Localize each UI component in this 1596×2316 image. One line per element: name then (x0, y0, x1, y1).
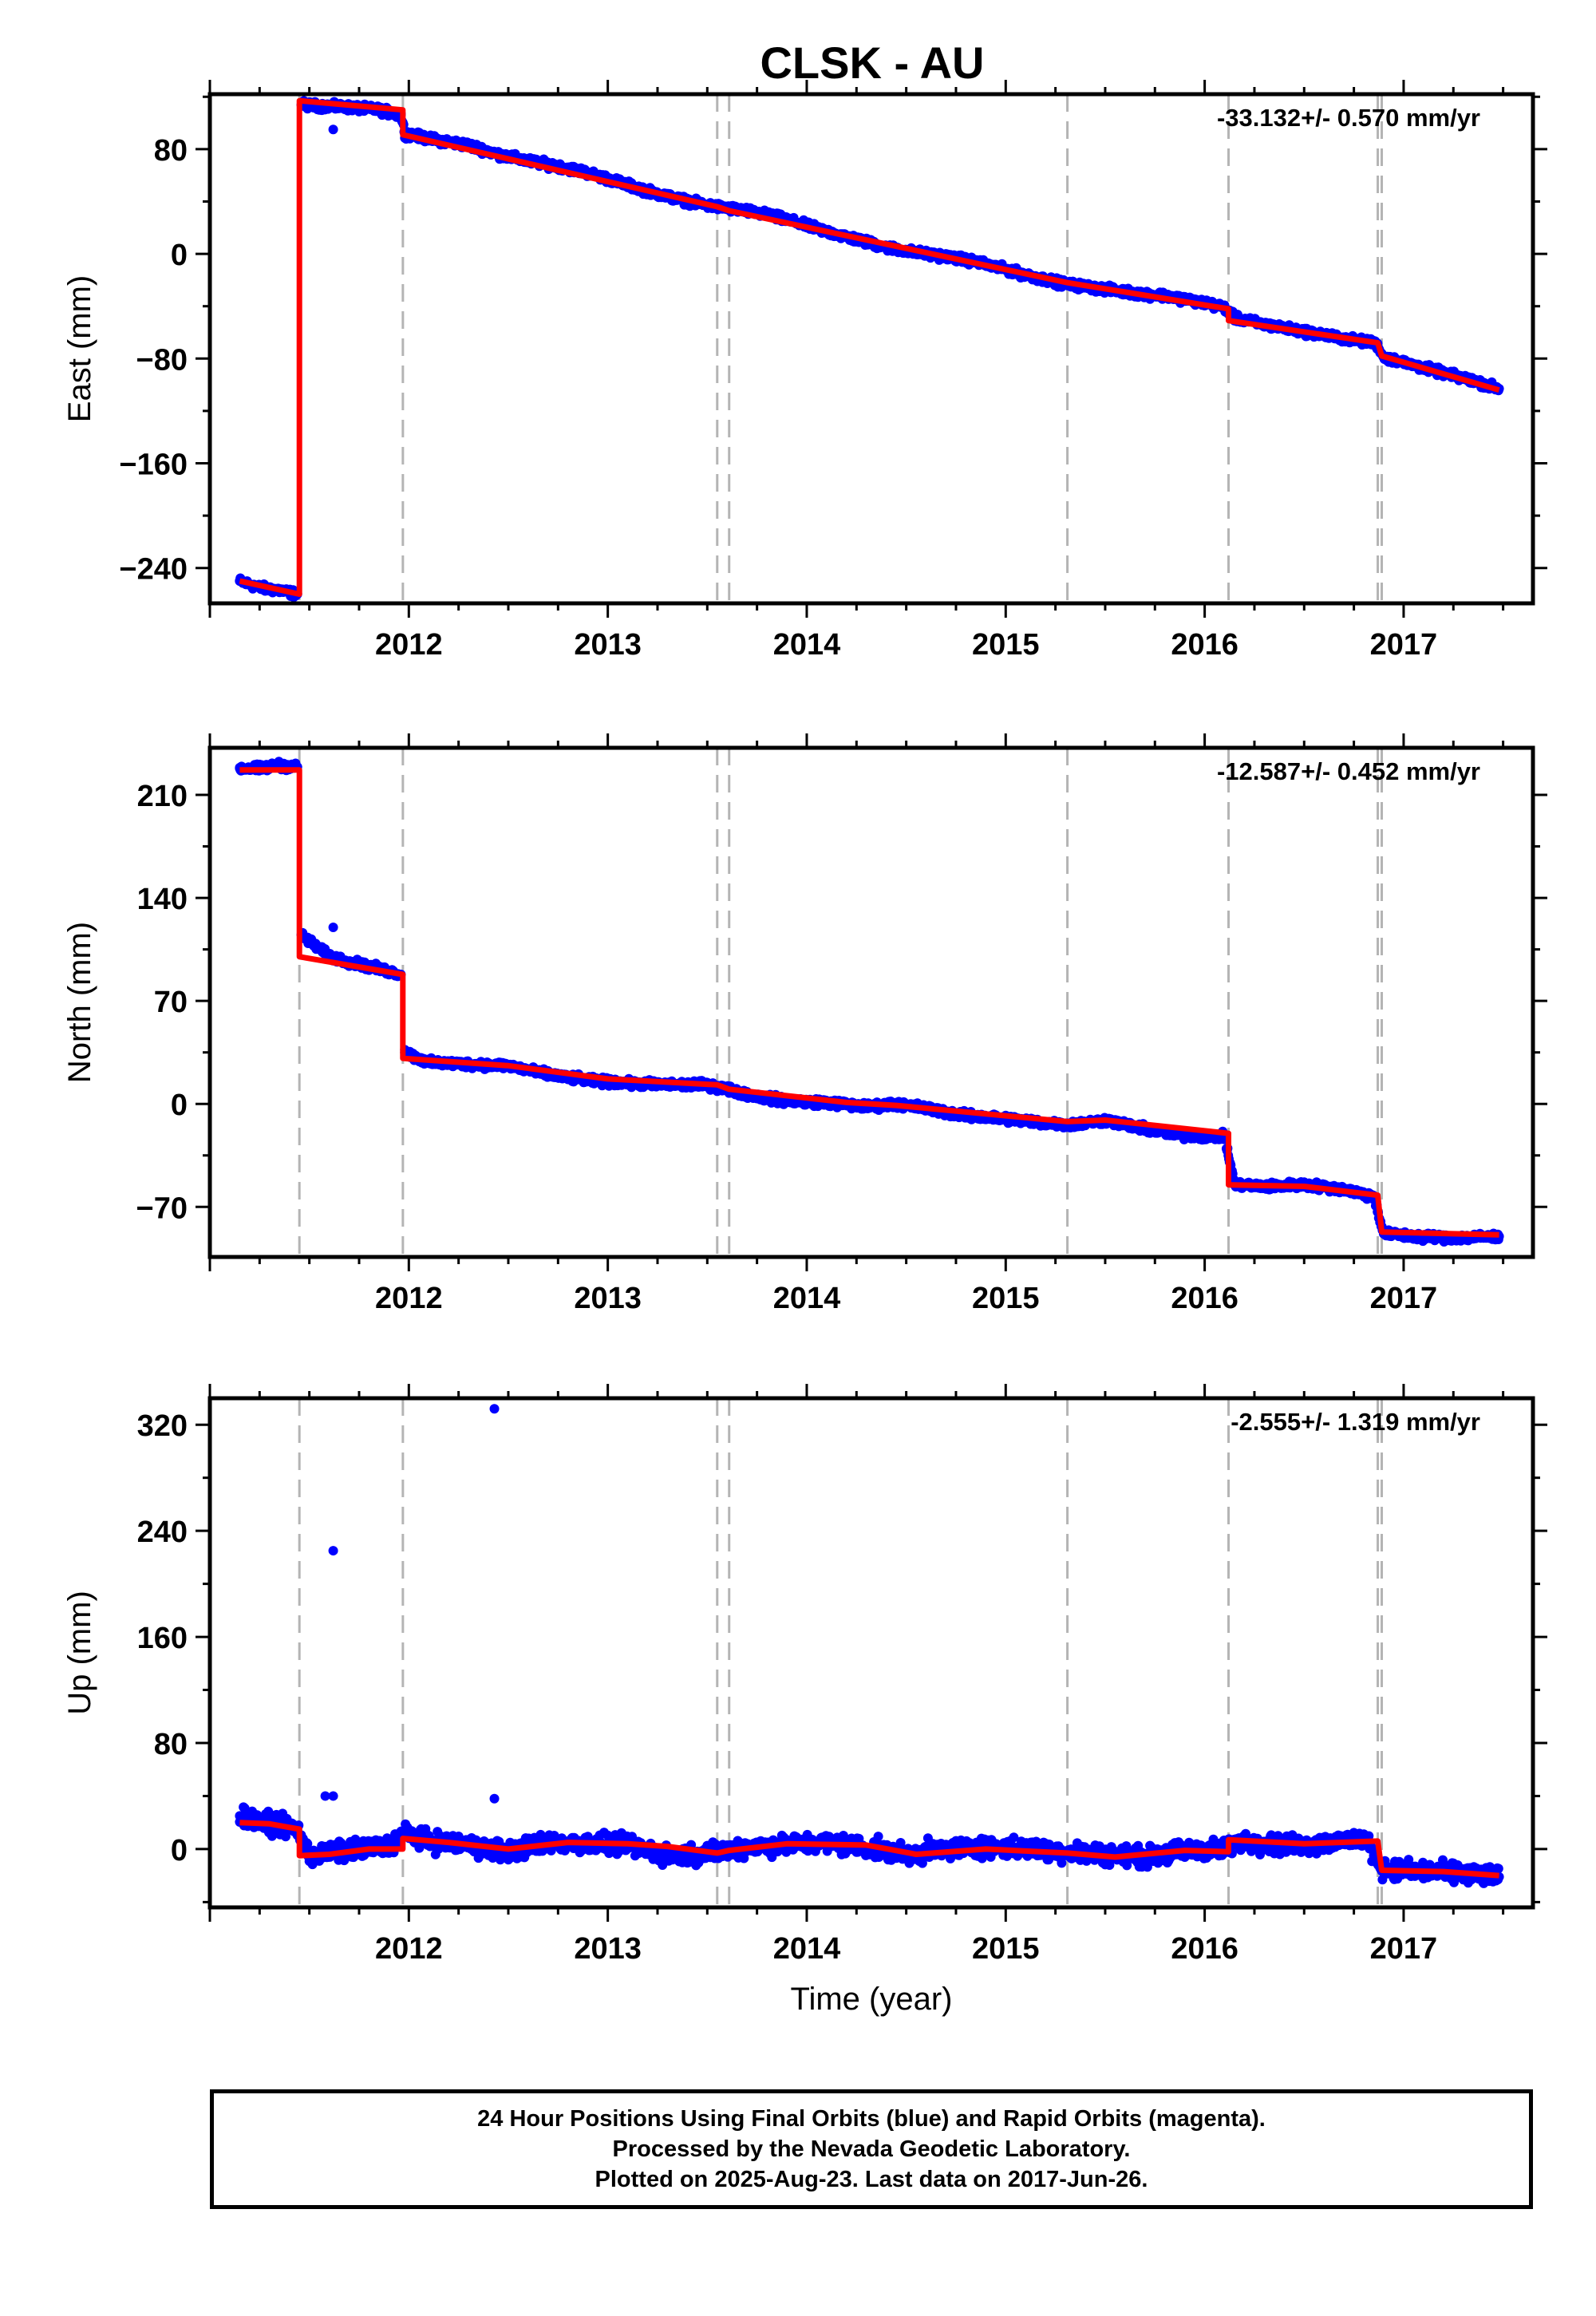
y-tick-label: −160 (119, 449, 188, 482)
x-tick-label: 2016 (1171, 1282, 1238, 1315)
x-tick-label: 2017 (1370, 1282, 1438, 1315)
rate-annotation: -12.587+/- 0.452 mm/yr (1217, 757, 1480, 785)
plot-area (235, 94, 1504, 603)
x-tick-label: 2014 (773, 1282, 841, 1315)
chart-title: CLSK - AU (760, 38, 984, 88)
panels: 2012 2013 2014 2015 2016 2017 −240 −160 −80 0 80 Ea… (62, 80, 1547, 2017)
data-point (302, 1839, 313, 1849)
model-fit-line (239, 97, 1500, 597)
plot-area (235, 748, 1504, 1257)
data-points (235, 96, 1504, 603)
y-tick-label: −80 (136, 343, 188, 377)
y-tick-label: 0 (171, 239, 188, 272)
panel-frame (207, 745, 1535, 1259)
y-axis-label: North (mm) (62, 922, 97, 1083)
x-tick-label: 2017 (1370, 628, 1438, 662)
y-axis-label: East (mm) (62, 275, 97, 422)
x-tick-label: 2012 (375, 628, 443, 662)
y-tick-label: −70 (136, 1192, 188, 1225)
y-tick-label: 210 (137, 780, 188, 813)
x-tick-label: 2015 (972, 628, 1040, 662)
panel-north: 2012 2013 2014 2015 2016 2017 −70 0 70 140 210 Nort… (62, 733, 1547, 1315)
y-tick-label: 80 (154, 134, 188, 168)
y-tick-label: −240 (119, 553, 188, 587)
panel-frame (207, 92, 1535, 606)
data-points (235, 757, 1504, 1247)
y-tick-label: 140 (137, 883, 188, 916)
x-tick-label: 2015 (972, 1282, 1040, 1315)
plot-area (235, 1398, 1504, 1907)
x-tick-label: 2013 (574, 628, 642, 662)
y-tick-label: 70 (154, 986, 188, 1019)
rate-annotation: -33.132+/- 0.570 mm/yr (1217, 104, 1480, 132)
model-fit-line (239, 767, 1499, 1238)
x-tick-label: 2013 (574, 1282, 642, 1315)
outlier-point (328, 124, 338, 135)
y-tick-label: 0 (171, 1089, 188, 1122)
x-tick-label: 2014 (773, 628, 841, 662)
outlier-point (328, 922, 338, 932)
panel-east: 2012 2013 2014 2015 2016 2017 −240 −160 −80 0 80 Ea… (62, 80, 1547, 662)
data-point (281, 1832, 290, 1842)
x-tick-label: 2012 (375, 1282, 443, 1315)
x-tick-label: 2016 (1171, 628, 1238, 662)
